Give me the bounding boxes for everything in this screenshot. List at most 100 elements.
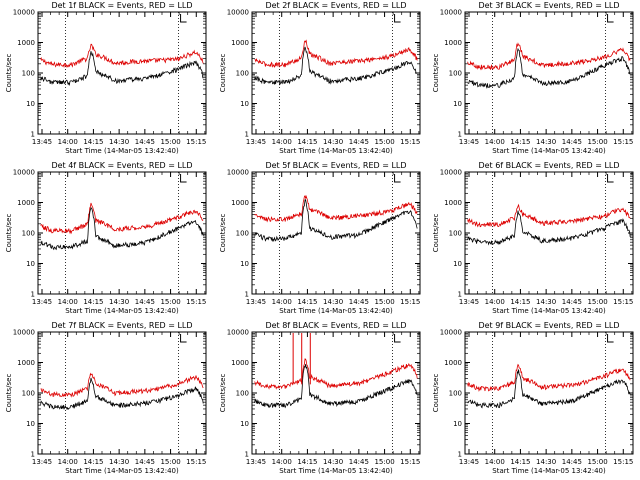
- x-tick-label: 15:15: [400, 138, 420, 146]
- x-tick-label: 14:45: [135, 298, 155, 306]
- detector-panel-2: Det 2f BLACK = Events, RED = LLD 1 10 100 10…: [219, 1, 421, 155]
- x-tick-label: 15:00: [587, 298, 607, 306]
- events-series-line: [254, 199, 418, 243]
- y-tick-label: 1: [458, 291, 462, 299]
- lld-series-line: [467, 203, 631, 228]
- x-tick-label: 14:15: [510, 138, 530, 146]
- x-tick-label: 13:45: [459, 458, 479, 466]
- x-axis-label: Start Time (14-Mar-05 13:42:40): [492, 307, 606, 315]
- x-tick-label: 14:30: [109, 298, 129, 306]
- x-tick-label: 14:45: [562, 138, 582, 146]
- x-tick-label: 13:45: [246, 298, 266, 306]
- y-tick-label: 1: [245, 131, 249, 139]
- x-tick-label: 13:45: [459, 298, 479, 306]
- lld-series-line: [40, 202, 204, 235]
- y-tick-label: 10000: [440, 329, 462, 337]
- detector-panel-6: Det 6f BLACK = Events, RED = LLD 1 10 100 10…: [432, 161, 634, 315]
- y-tick-label: 100: [449, 390, 462, 398]
- events-series-line: [467, 47, 631, 89]
- events-series-line: [40, 377, 204, 411]
- y-tick-label: 1: [458, 451, 462, 459]
- y-tick-label: 1: [31, 451, 35, 459]
- y-tick-label: 10000: [13, 169, 35, 177]
- y-tick-label: 10: [26, 260, 35, 268]
- y-tick-label: 10: [240, 100, 249, 108]
- x-tick-label: 14:00: [485, 298, 505, 306]
- y-tick-label: 1000: [444, 39, 462, 47]
- detector-panel-4: Det 4f BLACK = Events, RED = LLD 1 10 100 10…: [5, 161, 207, 315]
- plot-frame: [464, 171, 634, 295]
- x-tick-label: 13:45: [32, 138, 52, 146]
- x-tick-label: 14:30: [536, 458, 556, 466]
- x-axis-label: Start Time (14-Mar-05 13:42:40): [279, 147, 393, 155]
- x-tick-label: 14:30: [323, 138, 343, 146]
- marker-bracket: [394, 14, 401, 23]
- x-tick-label: 14:15: [297, 138, 317, 146]
- x-tick-label: 14:45: [135, 458, 155, 466]
- y-tick-label: 10: [240, 420, 249, 428]
- x-tick-label: 14:30: [109, 138, 129, 146]
- detector-panel-7: Det 7f BLACK = Events, RED = LLD 1 10 100 10…: [5, 321, 207, 475]
- x-tick-label: 14:15: [297, 298, 317, 306]
- lld-series-line: [467, 42, 631, 71]
- y-tick-label: 100: [236, 230, 249, 238]
- y-axis-label: Counts/sec: [5, 54, 13, 93]
- plot-frame: [251, 11, 421, 135]
- y-axis-label: Counts/sec: [432, 374, 440, 413]
- plot-frame: [464, 11, 634, 135]
- x-axis-label: Start Time (14-Mar-05 13:42:40): [65, 147, 179, 155]
- y-tick-label: 10000: [440, 169, 462, 177]
- x-tick-label: 13:45: [246, 138, 266, 146]
- marker-bracket: [394, 174, 401, 183]
- x-tick-label: 14:15: [510, 298, 530, 306]
- y-axis-label: Counts/sec: [219, 214, 227, 253]
- marker-bracket: [607, 14, 614, 23]
- y-tick-label: 10: [453, 420, 462, 428]
- x-tick-label: 14:00: [58, 298, 78, 306]
- marker-bracket: [180, 334, 187, 343]
- panel-title: Det 8f BLACK = Events, RED = LLD: [265, 321, 406, 330]
- x-tick-label: 14:00: [272, 458, 292, 466]
- x-tick-label: 14:00: [58, 458, 78, 466]
- x-tick-label: 15:15: [186, 298, 206, 306]
- panel-title: Det 6f BLACK = Events, RED = LLD: [478, 161, 619, 170]
- x-tick-label: 15:00: [160, 138, 180, 146]
- y-tick-label: 10: [26, 420, 35, 428]
- x-tick-label: 14:00: [485, 138, 505, 146]
- y-tick-label: 10000: [13, 9, 35, 17]
- x-tick-label: 14:00: [485, 458, 505, 466]
- y-tick-label: 100: [22, 390, 35, 398]
- y-tick-label: 1: [31, 131, 35, 139]
- x-tick-label: 14:15: [83, 458, 103, 466]
- y-tick-label: 1000: [17, 199, 35, 207]
- y-tick-label: 1000: [231, 199, 249, 207]
- detector-panel-5: Det 5f BLACK = Events, RED = LLD 1 10 100 10…: [219, 161, 421, 315]
- detector-panel-1: Det 1f BLACK = Events, RED = LLD 1 10 100 10…: [5, 1, 207, 155]
- y-tick-label: 100: [22, 70, 35, 78]
- x-axis-label: Start Time (14-Mar-05 13:42:40): [492, 147, 606, 155]
- x-tick-label: 14:00: [272, 298, 292, 306]
- plot-frame: [37, 171, 207, 295]
- x-tick-label: 14:00: [272, 138, 292, 146]
- events-series-line: [40, 51, 204, 87]
- events-series-line: [467, 210, 631, 246]
- lld-series-line: [40, 372, 204, 398]
- y-tick-label: 10: [453, 260, 462, 268]
- y-tick-label: 100: [236, 390, 249, 398]
- x-tick-label: 15:00: [374, 138, 394, 146]
- y-tick-label: 10000: [227, 9, 249, 17]
- marker-bracket: [394, 334, 401, 343]
- y-axis-label: Counts/sec: [432, 54, 440, 93]
- y-tick-label: 1: [245, 451, 249, 459]
- x-tick-label: 14:30: [536, 298, 556, 306]
- x-tick-label: 15:00: [374, 458, 394, 466]
- x-axis-label: Start Time (14-Mar-05 13:42:40): [492, 467, 606, 475]
- events-series-line: [254, 364, 418, 409]
- x-tick-label: 15:15: [400, 298, 420, 306]
- x-tick-label: 15:00: [587, 138, 607, 146]
- x-tick-label: 13:45: [32, 458, 52, 466]
- x-axis-label: Start Time (14-Mar-05 13:42:40): [279, 467, 393, 475]
- y-tick-label: 1: [245, 291, 249, 299]
- x-tick-label: 14:30: [109, 458, 129, 466]
